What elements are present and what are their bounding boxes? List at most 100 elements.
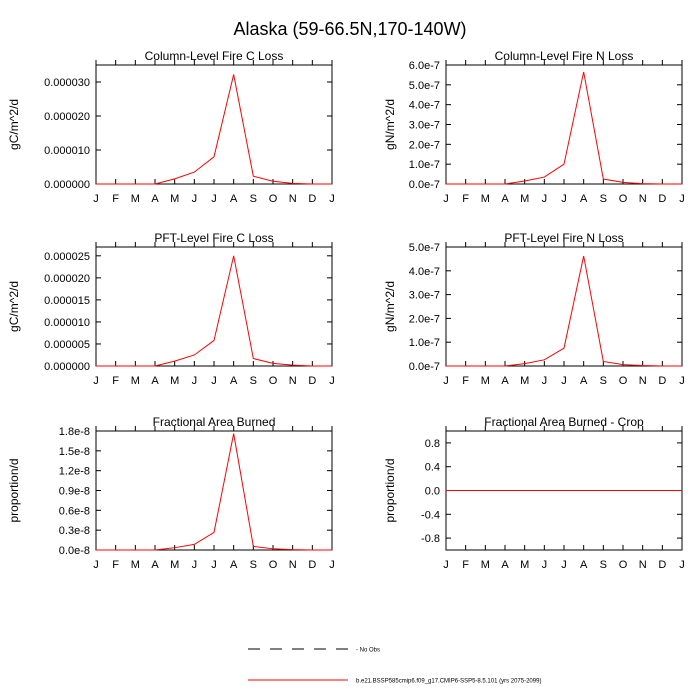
- y-tick-label: 1.5e-8: [59, 446, 90, 458]
- y-tick-label: 0.000000: [44, 179, 90, 191]
- x-tick-label: A: [230, 193, 238, 205]
- y-tick-label: 0.000010: [44, 145, 90, 157]
- x-tick-label: A: [151, 559, 159, 571]
- y-tick-label: 0.000025: [44, 251, 90, 263]
- x-tick-label: F: [462, 559, 469, 571]
- x-tick-label: N: [639, 375, 647, 387]
- x-tick-label: J: [561, 193, 567, 205]
- x-tick-label: S: [250, 375, 257, 387]
- legend: - No Obs b.e21.BSSP585cmip6.f09_g17.CMIP…: [248, 648, 541, 685]
- x-tick-label: J: [679, 193, 685, 205]
- x-tick-label: J: [561, 375, 567, 387]
- x-tick-label: S: [250, 193, 257, 205]
- x-tick-label: M: [520, 375, 529, 387]
- x-tick-label: M: [520, 193, 529, 205]
- x-tick-label: M: [520, 559, 529, 571]
- x-tick-label: J: [542, 375, 548, 387]
- y-tick-label: 0.000015: [44, 295, 90, 307]
- chart-title: Fractional Area Burned: [153, 415, 276, 429]
- chart-title: PFT-Level Fire C Loss: [154, 231, 273, 245]
- x-tick-label: J: [679, 375, 685, 387]
- y-tick-label: 4.0e-7: [409, 100, 440, 112]
- y-tick-label: -0.8: [421, 533, 440, 545]
- page-title: Alaska (59-66.5N,170-140W): [233, 19, 466, 39]
- x-tick-label: N: [639, 193, 647, 205]
- y-tick-label: 6.0e-7: [409, 60, 440, 72]
- x-tick-label: A: [501, 375, 509, 387]
- y-tick-label: 1.2e-8: [59, 466, 90, 478]
- y-tick-label: -0.4: [421, 509, 440, 521]
- legend-model-label: b.e21.BSSP585cmip6.f09_g17.CMIP6-SSP5-8.…: [356, 679, 541, 685]
- y-axis-label: gN/m^2/d: [383, 99, 397, 150]
- x-tick-label: F: [462, 375, 469, 387]
- x-tick-label: J: [542, 193, 548, 205]
- x-tick-label: S: [600, 375, 607, 387]
- x-tick-label: O: [269, 559, 278, 571]
- x-tick-label: F: [112, 193, 119, 205]
- x-tick-label: M: [170, 559, 179, 571]
- x-tick-label: J: [561, 559, 567, 571]
- plot-frame: [445, 64, 683, 185]
- y-tick-label: 0.8: [425, 438, 440, 450]
- y-tick-label: 0.000020: [44, 111, 90, 123]
- y-tick-label: 0.000000: [44, 361, 90, 373]
- x-tick-label: J: [443, 375, 449, 387]
- x-tick-label: J: [329, 559, 335, 571]
- x-tick-label: A: [501, 559, 509, 571]
- x-tick-label: J: [329, 193, 335, 205]
- x-tick-label: J: [192, 193, 198, 205]
- x-tick-label: J: [93, 193, 99, 205]
- y-tick-label: 0.0e-7: [409, 179, 440, 191]
- series-line: [446, 71, 682, 185]
- y-tick-label: 0.000020: [44, 273, 90, 285]
- x-tick-label: J: [443, 193, 449, 205]
- y-tick-label: 0.000010: [44, 317, 90, 329]
- x-tick-label: O: [269, 375, 278, 387]
- x-tick-label: J: [329, 375, 335, 387]
- y-tick-label: 0.0: [425, 486, 440, 498]
- chart-title: Fractional Area Burned - Crop: [484, 415, 644, 429]
- series-line: [96, 255, 332, 367]
- x-tick-label: F: [112, 375, 119, 387]
- y-axis-label: gN/m^2/d: [383, 281, 397, 332]
- y-tick-label: 0.3e-8: [59, 525, 90, 537]
- series-line: [446, 255, 682, 367]
- chart-title: PFT-Level Fire N Loss: [504, 231, 623, 245]
- chart-title: Column-Level Fire N Loss: [495, 49, 634, 63]
- x-tick-label: D: [658, 375, 666, 387]
- y-axis-label: proportion/d: [7, 458, 21, 522]
- y-tick-label: 5.0e-7: [409, 242, 440, 254]
- x-tick-label: J: [679, 559, 685, 571]
- x-tick-label: M: [481, 375, 490, 387]
- x-tick-label: S: [250, 559, 257, 571]
- x-tick-label: M: [131, 375, 140, 387]
- x-tick-label: J: [211, 375, 217, 387]
- x-tick-label: D: [308, 559, 316, 571]
- x-tick-label: N: [289, 375, 297, 387]
- y-axis-label: proportion/d: [383, 458, 397, 522]
- x-tick-label: D: [308, 375, 316, 387]
- y-tick-label: 0.000005: [44, 339, 90, 351]
- series-line: [96, 74, 332, 185]
- x-tick-label: J: [542, 559, 548, 571]
- y-tick-label: 2.0e-7: [409, 313, 440, 325]
- x-tick-label: S: [600, 559, 607, 571]
- x-tick-label: N: [289, 559, 297, 571]
- x-tick-label: O: [619, 559, 628, 571]
- chart-title: Column-Level Fire C Loss: [145, 49, 284, 63]
- x-tick-label: A: [151, 375, 159, 387]
- x-tick-label: N: [639, 559, 647, 571]
- x-tick-label: J: [443, 559, 449, 571]
- y-tick-label: 1.0e-7: [409, 337, 440, 349]
- x-tick-label: A: [580, 193, 588, 205]
- x-tick-label: F: [462, 193, 469, 205]
- x-tick-label: M: [131, 559, 140, 571]
- y-tick-label: 5.0e-7: [409, 80, 440, 92]
- y-tick-label: 0.9e-8: [59, 486, 90, 498]
- legend-obs-label: - No Obs: [356, 648, 380, 654]
